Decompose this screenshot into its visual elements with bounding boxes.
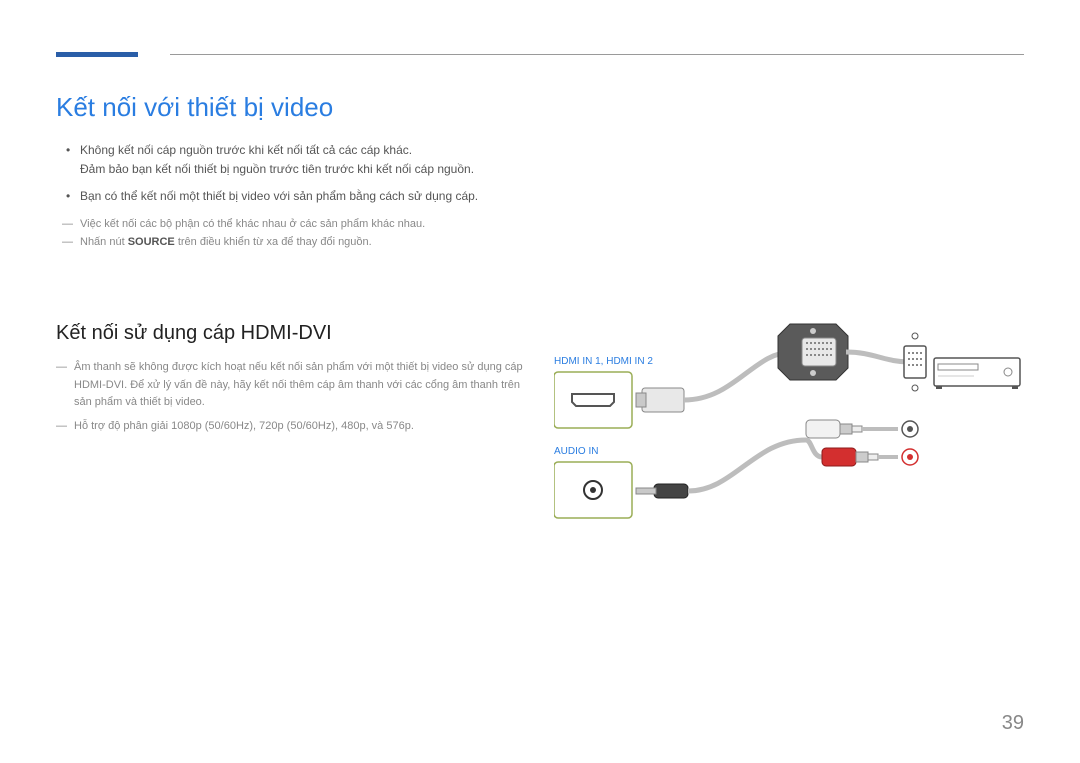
video-device-icon: [934, 358, 1020, 389]
dvi-note-1: Âm thanh sẽ không được kích hoạt nếu kết…: [56, 359, 534, 412]
intro-note-2: Nhấn nút SOURCE trên điều khiển từ xa để…: [56, 233, 1024, 252]
intro-note-2-strong: SOURCE: [128, 236, 175, 248]
rca-red-plug-icon: [806, 440, 898, 466]
page-number: 39: [1002, 712, 1024, 735]
sub-title: Kết nối sử dụng cáp HDMI-DVI: [56, 322, 534, 345]
intro-note-1: Việc kết nối các bộ phận có thể khác nha…: [56, 215, 1024, 234]
audio-plug-left-icon: [636, 440, 806, 498]
rca-white-jack-dot: [907, 426, 913, 432]
intro-bullet-2: Bạn có thể kết nối một thiết bị video vớ…: [80, 187, 1024, 206]
header-accent-bar: [56, 52, 138, 57]
page-title: Kết nối với thiết bị video: [56, 92, 1024, 123]
intro-note-2-prefix: Nhấn nút: [80, 236, 128, 248]
rca-white-plug-icon: [806, 420, 898, 438]
connection-diagram: HDMI IN 1, HDMI IN 2 AUDIO IN: [554, 322, 1024, 562]
dvi-connector-icon: [778, 324, 910, 380]
audio-jack-dot: [590, 487, 596, 493]
header-thin-rule: [170, 54, 1024, 55]
hdmi-port-label: HDMI IN 1, HDMI IN 2: [554, 356, 653, 367]
intro-bullet-1: Không kết nối cáp nguồn trước khi kết nố…: [80, 141, 1024, 179]
header-rule: [56, 34, 1024, 64]
hdmi-plug-left-icon: [636, 352, 792, 412]
intro-bullet-1-sub: Đảm bảo bạn kết nối thiết bị nguồn trước…: [80, 162, 474, 176]
lower-section: Kết nối sử dụng cáp HDMI-DVI Âm thanh sẽ…: [56, 322, 1024, 562]
hdmi-port-box: [554, 372, 632, 428]
diagram-svg: HDMI IN 1, HDMI IN 2 AUDIO IN: [554, 322, 1024, 562]
dvi-note-2: Hỗ trợ độ phân giải 1080p (50/60Hz), 720…: [56, 418, 534, 436]
intro-note-2-suffix: trên điều khiển từ xa để thay đổi nguồn.: [175, 236, 372, 248]
intro-bullet-1-text: Không kết nối cáp nguồn trước khi kết nố…: [80, 143, 412, 157]
audio-port-label: AUDIO IN: [554, 446, 598, 457]
dvi-jack-icon: [904, 333, 926, 391]
intro-block: Không kết nối cáp nguồn trước khi kết nố…: [56, 141, 1024, 252]
rca-red-jack-dot: [907, 454, 913, 460]
dvi-text-column: Kết nối sử dụng cáp HDMI-DVI Âm thanh sẽ…: [56, 322, 554, 562]
